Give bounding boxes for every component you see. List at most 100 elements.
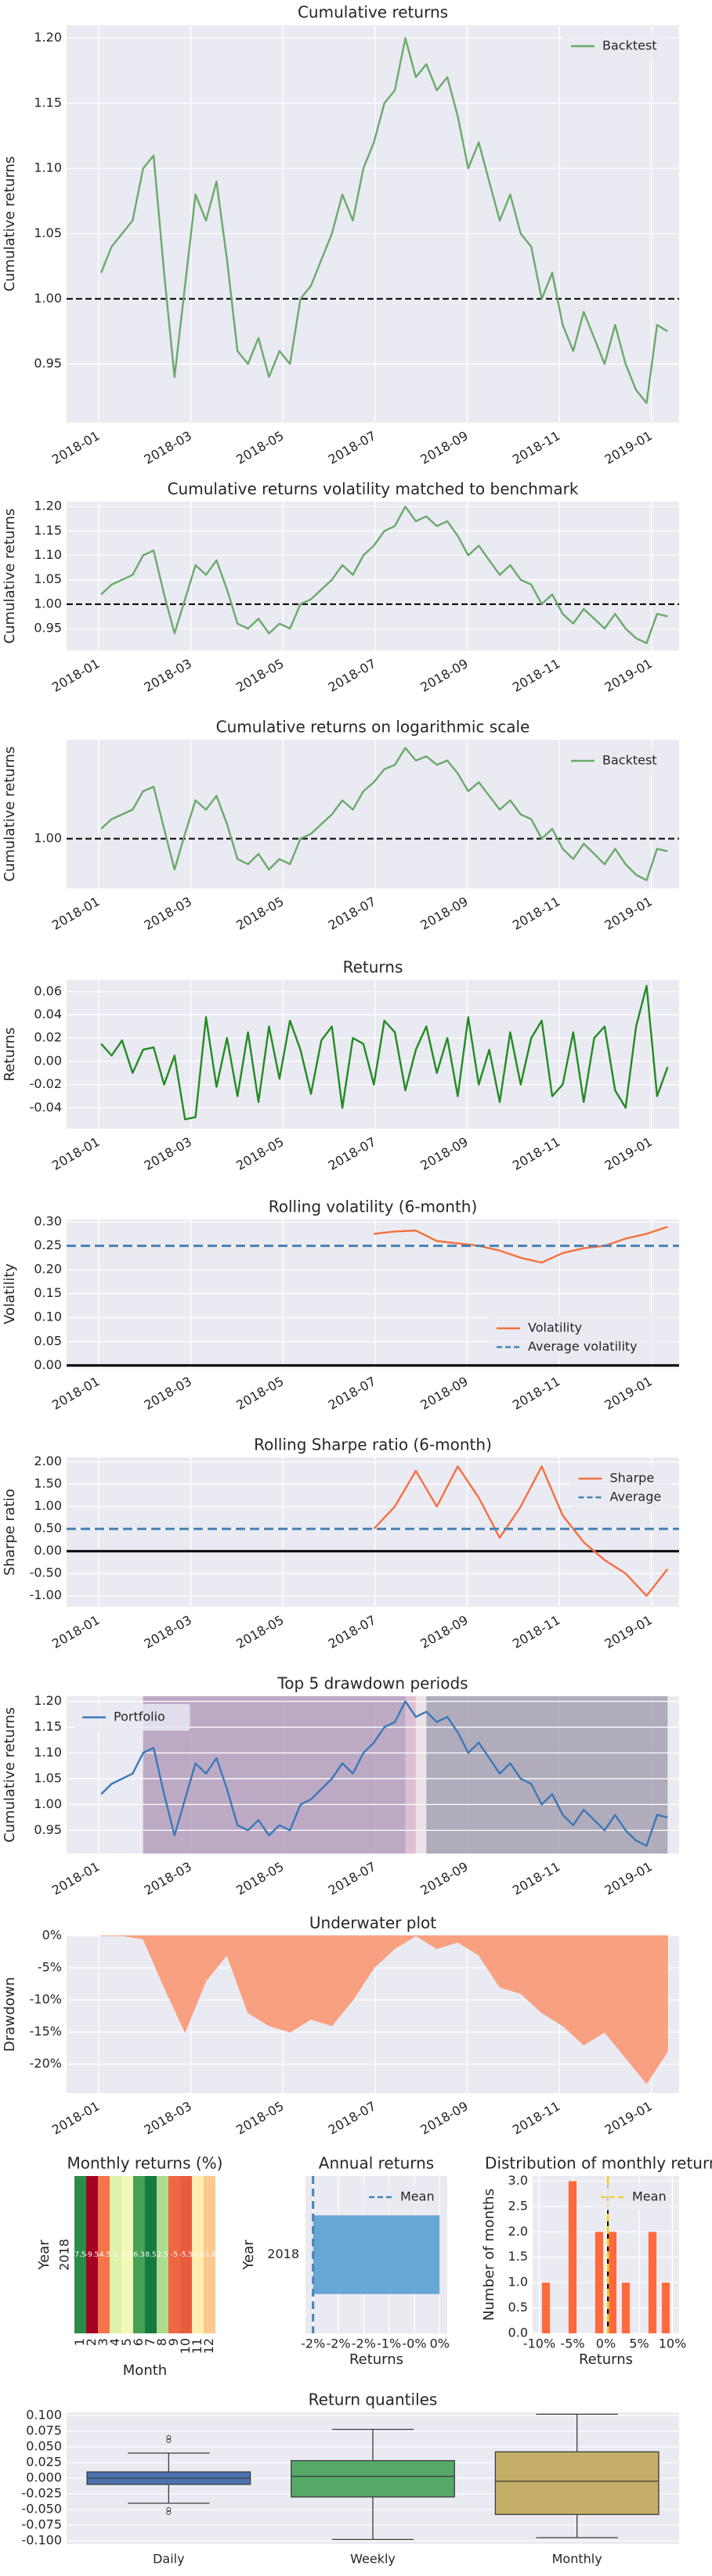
y-tick-label: 1.00 <box>34 1796 62 1811</box>
y-tick-label: 1.00 <box>34 596 62 611</box>
y-tick-label: 0.02 <box>34 1030 62 1045</box>
y-tick-label: -20% <box>30 2056 62 2071</box>
chart-title: Rolling volatility (6-month) <box>269 1198 478 1216</box>
x-tick-label: 0% <box>430 2336 450 2351</box>
x-tick-label: 5 <box>119 2338 134 2346</box>
series-line <box>100 506 668 644</box>
chart-title: Rolling Sharpe ratio (6-month) <box>254 1436 492 1454</box>
legend-box <box>361 2184 439 2210</box>
y-tick-label: 1.5 <box>508 2249 528 2264</box>
x-tick-label: 2018-03 <box>142 428 194 467</box>
histogram-bar <box>648 2232 657 2333</box>
x-tick-label: 2019-01 <box>602 1859 655 1898</box>
cell-label: 7.5 <box>74 2251 85 2259</box>
histogram-bar <box>661 2282 670 2333</box>
drawdown-period <box>426 1696 668 1854</box>
x-tick-label: 8 <box>154 2338 169 2346</box>
y-tick-label: 1.15 <box>34 1719 62 1734</box>
series-line <box>374 1226 668 1264</box>
y-tick-label: 0.04 <box>34 1007 62 1021</box>
x-tick-label: 2018-03 <box>142 2099 194 2138</box>
x-tick-label: 2018-01 <box>49 428 102 467</box>
plot-area <box>67 502 679 650</box>
x-tick-label: 2018-09 <box>417 1134 470 1173</box>
x-tick-label: 2018-03 <box>142 894 194 933</box>
bar <box>313 2215 440 2294</box>
chart-title: Cumulative returns volatility matched to… <box>168 480 579 499</box>
y-tick-label: 2018 <box>267 2246 299 2261</box>
box <box>291 2459 455 2498</box>
heatmap-cell <box>98 2176 110 2333</box>
x-tick-label: 2018-11 <box>510 894 562 933</box>
y-tick-label: 1.20 <box>34 1693 62 1708</box>
outlier <box>166 2507 172 2512</box>
x-tick-label: 2018-01 <box>49 1374 102 1413</box>
y-axis-label: Drawdown <box>2 1977 18 2052</box>
box <box>494 2451 660 2516</box>
y-tick-label: 0.20 <box>34 1262 62 1277</box>
x-tick-label: 2018-09 <box>417 2099 470 2138</box>
x-tick-label: -2% <box>301 2336 325 2351</box>
x-tick-label: 2018-07 <box>326 2099 378 2138</box>
drawdown-period <box>405 1696 416 1854</box>
cell-label: -5 <box>171 2251 178 2259</box>
x-tick-label: 2018-01 <box>49 2099 102 2138</box>
x-tick-label: Daily <box>153 2552 184 2567</box>
series-line <box>373 1465 669 1597</box>
y-axis-label: Year <box>240 2239 257 2271</box>
x-tick-label: 2018-05 <box>233 1374 286 1413</box>
y-tick-label: 0.95 <box>34 620 62 635</box>
x-tick-label: 5% <box>629 2336 649 2351</box>
y-tick-label: 1.10 <box>34 1745 62 1760</box>
legend-box <box>563 33 671 59</box>
legend-label: Backtest <box>602 38 657 53</box>
legend-box <box>593 2184 671 2210</box>
chart-title: Top 5 drawdown periods <box>276 1674 468 1693</box>
y-tick-label: -10% <box>30 1992 62 2007</box>
x-tick-label: -2% <box>326 2336 350 2351</box>
y-tick-label: -5% <box>38 1960 62 1975</box>
x-axis-label: Returns <box>579 2351 633 2368</box>
chart-title: Return quantiles <box>309 2390 438 2409</box>
x-tick-label: 2019-01 <box>602 1134 655 1173</box>
y-tick-label: 1.15 <box>34 95 62 110</box>
y-axis-label: Cumulative returns <box>2 157 18 292</box>
histogram-bar <box>608 2232 617 2333</box>
x-tick-label: 2019-01 <box>602 1374 655 1413</box>
x-tick-label: -5% <box>560 2336 584 2351</box>
x-tick-label: 2 <box>84 2338 99 2346</box>
heatmap-cell <box>110 2176 121 2333</box>
y-axis-label: Returns <box>2 1027 18 1081</box>
cell-label: 8.5 <box>145 2251 156 2259</box>
y-tick-label: -15% <box>30 2024 62 2039</box>
legend-label: Backtest <box>602 753 657 768</box>
y-tick-label: 0.025 <box>26 2455 62 2470</box>
y-tick-label: 1.50 <box>34 1476 62 1491</box>
cell-label: 2.5 <box>157 2251 168 2259</box>
heatmap-cell <box>133 2176 145 2333</box>
x-tick-label: 2018-09 <box>417 1374 470 1413</box>
y-tick-label: 0.25 <box>34 1238 62 1252</box>
cell-label: -5.5 <box>179 2251 193 2259</box>
y-tick-label: 1.00 <box>34 830 62 845</box>
x-tick-label: 2018-01 <box>49 1859 102 1898</box>
legend-label: Sharpe <box>610 1471 655 1486</box>
x-tick-label: 10 <box>178 2338 193 2354</box>
y-tick-label: 2.0 <box>508 2224 528 2239</box>
x-tick-label: 2018-03 <box>142 1859 194 1898</box>
x-tick-label: -1% <box>377 2336 401 2351</box>
x-tick-label: 10% <box>659 2336 687 2351</box>
legend-box <box>563 748 671 774</box>
x-tick-label: 2018-03 <box>142 1134 194 1173</box>
x-tick-label: 2018-01 <box>49 894 102 933</box>
y-tick-label: 0.00 <box>34 1053 62 1068</box>
x-tick-label: 2018-07 <box>326 1134 378 1173</box>
y-tick-label: 0.30 <box>34 1214 62 1229</box>
heatmap-cell <box>192 2176 204 2333</box>
histogram-bar <box>595 2232 604 2333</box>
x-tick-label: 2018-11 <box>510 1612 562 1652</box>
outlier <box>166 2435 172 2440</box>
legend-label: Average volatility <box>528 1339 638 1354</box>
x-tick-label: -10% <box>523 2336 555 2351</box>
